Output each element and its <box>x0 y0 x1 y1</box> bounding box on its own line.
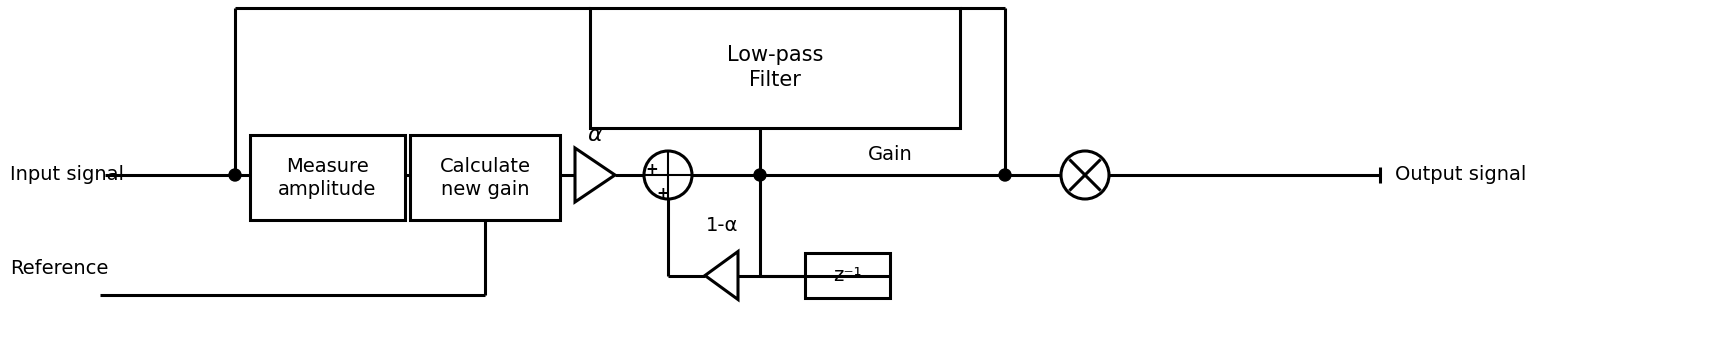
Text: Output signal: Output signal <box>1395 166 1526 184</box>
Circle shape <box>999 169 1011 181</box>
Text: 1-α: 1-α <box>706 216 739 235</box>
Text: Measure: Measure <box>287 157 369 176</box>
Text: Input signal: Input signal <box>10 166 124 184</box>
Circle shape <box>644 151 692 199</box>
Bar <box>411 135 559 220</box>
Circle shape <box>230 169 242 181</box>
Text: +: + <box>656 185 670 200</box>
Text: Calculate: Calculate <box>440 157 530 176</box>
Text: z⁻¹: z⁻¹ <box>834 266 861 285</box>
Text: α: α <box>587 125 602 145</box>
Polygon shape <box>704 251 739 299</box>
Text: +: + <box>646 162 658 178</box>
Text: new gain: new gain <box>440 180 530 199</box>
Text: Reference: Reference <box>10 258 109 277</box>
Bar <box>250 135 406 220</box>
Text: Gain: Gain <box>868 146 913 164</box>
Text: amplitude: amplitude <box>278 180 376 199</box>
Polygon shape <box>575 148 614 202</box>
Text: Filter: Filter <box>749 70 801 90</box>
Bar <box>590 8 960 128</box>
Circle shape <box>754 169 766 181</box>
Bar <box>804 253 891 298</box>
Circle shape <box>1061 151 1110 199</box>
Text: Low-pass: Low-pass <box>727 45 823 65</box>
